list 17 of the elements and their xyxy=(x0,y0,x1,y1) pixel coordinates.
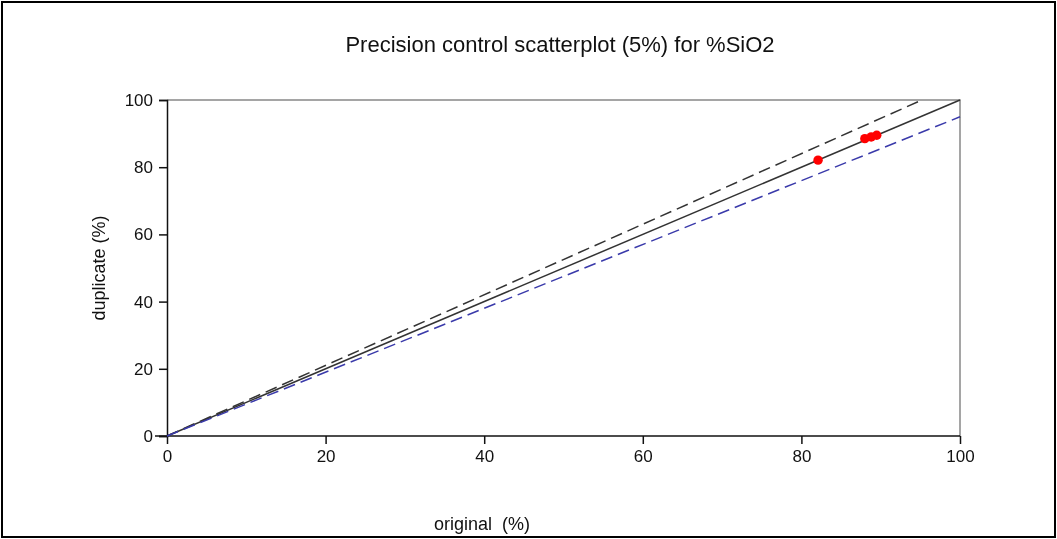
point xyxy=(872,130,882,140)
y-axis-title: duplicate (%) xyxy=(89,215,109,321)
y-tick-label: 60 xyxy=(134,225,153,245)
x-tick-label: 0 xyxy=(162,447,173,467)
y-tick-label: 80 xyxy=(134,158,153,178)
x-tick-label: 100 xyxy=(946,447,975,467)
point xyxy=(813,155,823,165)
y-tick-label: 40 xyxy=(134,292,153,312)
x-tick-label: 20 xyxy=(316,447,336,467)
chart-title: Precision control scatterplot (5%) for %SiO2 xyxy=(345,32,775,57)
x-axis-title: original (%) xyxy=(433,514,531,534)
y-tick-label: 0 xyxy=(143,426,153,446)
y-tick-label: 20 xyxy=(134,359,153,379)
x-tick-label: 60 xyxy=(633,447,653,467)
x-tick-label: 40 xyxy=(475,447,495,467)
x-tick-label: 80 xyxy=(792,447,812,467)
y-tick-label: 100 xyxy=(124,90,153,110)
